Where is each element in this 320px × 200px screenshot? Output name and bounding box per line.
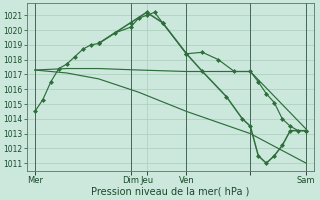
X-axis label: Pression niveau de la mer( hPa ): Pression niveau de la mer( hPa ) (91, 187, 250, 197)
